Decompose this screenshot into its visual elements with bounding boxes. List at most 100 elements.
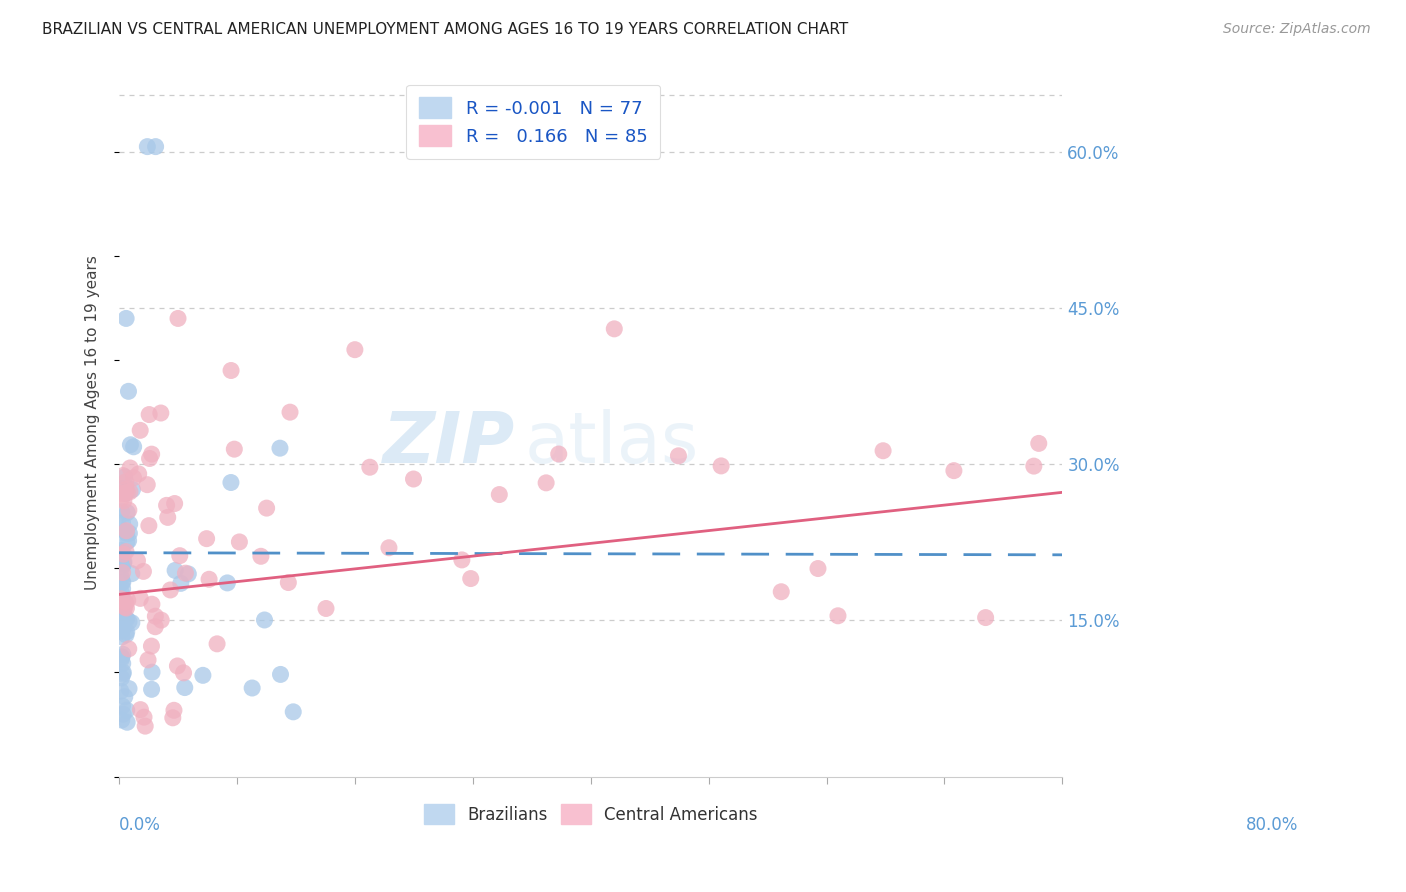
Point — [195, 532, 218, 546]
Point — [114, 690, 136, 704]
Point — [807, 561, 830, 575]
Point — [118, 615, 141, 629]
Point — [191, 668, 214, 682]
Point — [118, 641, 141, 656]
Point — [115, 506, 138, 520]
Point — [250, 549, 273, 564]
Point — [240, 681, 263, 695]
Point — [111, 558, 134, 572]
Text: BRAZILIAN VS CENTRAL AMERICAN UNEMPLOYMENT AMONG AGES 16 TO 19 YEARS CORRELATION: BRAZILIAN VS CENTRAL AMERICAN UNEMPLOYME… — [42, 22, 848, 37]
Point — [143, 620, 166, 634]
Point — [111, 582, 134, 596]
Point — [111, 622, 134, 636]
Point — [117, 384, 139, 399]
Point — [111, 699, 134, 714]
Point — [111, 647, 134, 661]
Point — [170, 576, 193, 591]
Point — [110, 521, 132, 535]
Point — [115, 311, 138, 326]
Point — [115, 715, 138, 730]
Point — [547, 447, 569, 461]
Point — [112, 600, 135, 615]
Point — [121, 483, 143, 497]
Point — [110, 591, 132, 606]
Point — [1022, 459, 1045, 474]
Point — [111, 468, 134, 483]
Point — [942, 464, 965, 478]
Point — [169, 549, 191, 563]
Point — [120, 438, 142, 452]
Point — [162, 711, 184, 725]
Point — [277, 575, 299, 590]
Point — [827, 608, 849, 623]
Point — [129, 591, 152, 606]
Point — [668, 449, 690, 463]
Text: atlas: atlas — [524, 409, 699, 478]
Point — [166, 659, 188, 673]
Point — [163, 703, 186, 717]
Point — [129, 703, 152, 717]
Point — [111, 595, 134, 609]
Point — [115, 601, 138, 615]
Point — [110, 684, 132, 698]
Point — [121, 566, 143, 581]
Point — [112, 557, 135, 571]
Point — [488, 487, 510, 501]
Point — [159, 582, 181, 597]
Point — [132, 565, 155, 579]
Point — [110, 491, 132, 506]
Point — [115, 535, 138, 549]
Text: 80.0%: 80.0% — [1246, 815, 1298, 833]
Point — [219, 475, 242, 490]
Point — [974, 610, 997, 624]
Point — [111, 486, 134, 500]
Point — [163, 496, 186, 510]
Point — [165, 563, 187, 577]
Point — [143, 609, 166, 624]
Point — [112, 555, 135, 569]
Point — [115, 624, 138, 639]
Point — [217, 575, 239, 590]
Point — [110, 619, 132, 633]
Point — [118, 503, 141, 517]
Point — [129, 423, 152, 437]
Point — [270, 667, 292, 681]
Point — [111, 559, 134, 574]
Point — [117, 485, 139, 500]
Point — [138, 451, 160, 466]
Point — [111, 566, 134, 580]
Point — [134, 719, 156, 733]
Point — [141, 639, 163, 653]
Point — [110, 671, 132, 685]
Point — [122, 440, 145, 454]
Point — [111, 516, 134, 530]
Point — [872, 443, 894, 458]
Point — [118, 484, 141, 499]
Point — [141, 682, 163, 697]
Point — [112, 494, 135, 508]
Point — [224, 442, 246, 457]
Point — [136, 653, 159, 667]
Point — [115, 544, 138, 558]
Point — [141, 447, 163, 461]
Point — [149, 406, 172, 420]
Point — [173, 681, 195, 695]
Point — [156, 510, 179, 524]
Point — [359, 460, 381, 475]
Point — [1028, 436, 1050, 450]
Point — [111, 543, 134, 558]
Point — [710, 458, 733, 473]
Point — [110, 624, 132, 639]
Point — [141, 665, 163, 680]
Point — [343, 343, 366, 357]
Point — [114, 525, 136, 540]
Point — [111, 505, 134, 519]
Point — [150, 613, 173, 627]
Point — [115, 628, 138, 642]
Point — [117, 593, 139, 607]
Point — [111, 630, 134, 644]
Point — [198, 572, 221, 586]
Point — [228, 535, 250, 549]
Point — [219, 363, 242, 377]
Point — [256, 501, 278, 516]
